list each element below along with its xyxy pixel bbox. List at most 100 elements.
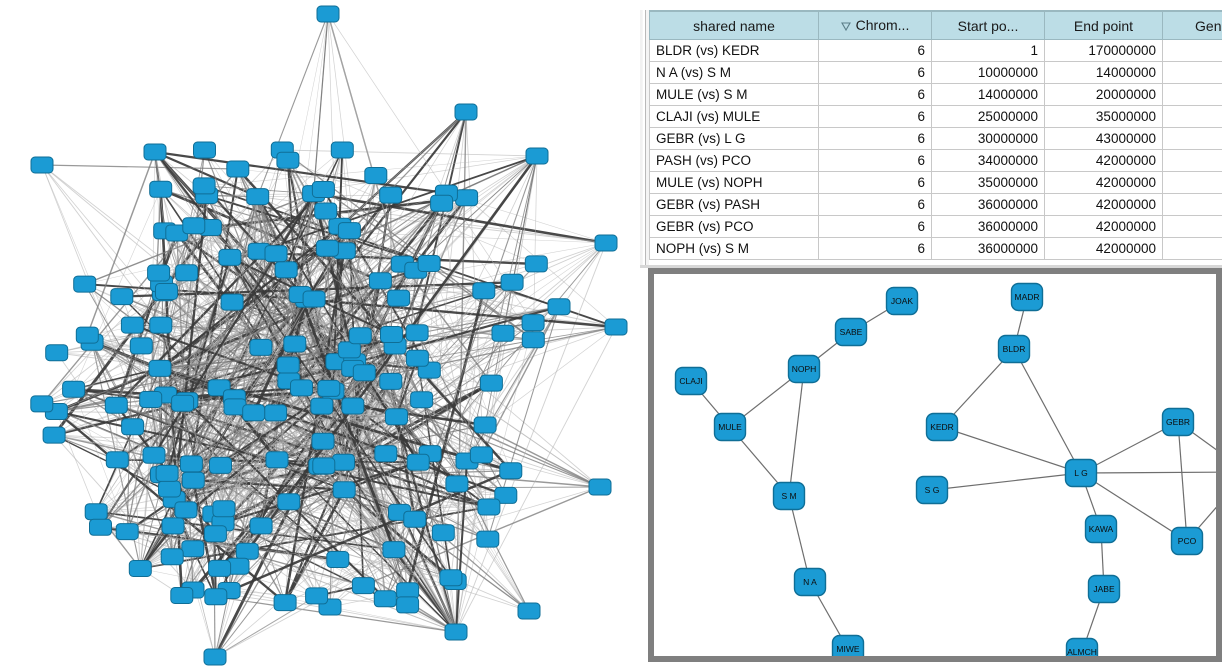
- overview-edge[interactable]: [343, 263, 537, 463]
- table-cell-genetic[interactable]: 192.0: [1162, 39, 1222, 62]
- overview-edge[interactable]: [159, 263, 537, 369]
- overview-node[interactable]: [311, 432, 335, 450]
- overview-edge[interactable]: [455, 242, 607, 633]
- column-header-chromosome[interactable]: Chrom...: [818, 10, 932, 40]
- overview-node[interactable]: [158, 480, 181, 498]
- table-cell-genetic[interactable]: 10.5: [1162, 171, 1222, 194]
- overview-edge[interactable]: [154, 151, 259, 198]
- overview-node[interactable]: [403, 510, 427, 528]
- table-cell-genetic[interactable]: 8.9: [1162, 193, 1222, 216]
- overview-node[interactable]: [387, 289, 411, 307]
- overview-edge[interactable]: [166, 197, 467, 474]
- overview-edge[interactable]: [319, 465, 506, 496]
- overview-edge[interactable]: [343, 250, 457, 633]
- table-cell-start_point[interactable]: 14000000: [931, 83, 1045, 106]
- overview-node[interactable]: [406, 453, 430, 471]
- detail-node-madr[interactable]: MADR: [1010, 282, 1044, 312]
- overview-node[interactable]: [283, 335, 307, 353]
- table-cell-genetic[interactable]: 5.9: [1162, 105, 1222, 128]
- overview-edge[interactable]: [100, 394, 166, 528]
- overview-edge[interactable]: [206, 194, 430, 265]
- overview-edge[interactable]: [300, 387, 324, 442]
- overview-node[interactable]: [30, 395, 54, 413]
- table-cell-end_point[interactable]: 42000000: [1044, 237, 1163, 260]
- overview-network-canvas[interactable]: [0, 0, 640, 669]
- overview-node[interactable]: [155, 283, 178, 300]
- overview-node[interactable]: [337, 222, 361, 240]
- table-cell-end_point[interactable]: 14000000: [1044, 61, 1163, 84]
- overview-edge[interactable]: [41, 193, 314, 405]
- overview-node[interactable]: [455, 189, 479, 207]
- overview-node[interactable]: [547, 298, 571, 316]
- detail-node-sg[interactable]: S G: [915, 475, 949, 505]
- overview-node[interactable]: [315, 239, 339, 257]
- overview-node[interactable]: [517, 602, 541, 620]
- overview-edge[interactable]: [466, 155, 538, 462]
- overview-edge[interactable]: [261, 525, 394, 551]
- overview-edge[interactable]: [286, 298, 308, 366]
- overview-node[interactable]: [379, 186, 403, 204]
- overview-edge[interactable]: [73, 389, 128, 532]
- overview-edge[interactable]: [484, 326, 617, 426]
- overview-edge[interactable]: [343, 339, 534, 463]
- overview-node[interactable]: [128, 560, 152, 577]
- overview-edge[interactable]: [428, 263, 489, 540]
- overview-node[interactable]: [226, 160, 250, 178]
- overview-node[interactable]: [525, 147, 549, 165]
- overview-node[interactable]: [594, 234, 618, 252]
- overview-node[interactable]: [235, 542, 259, 560]
- table-cell-shared_name[interactable]: N A (vs) S M: [649, 61, 819, 84]
- overview-node[interactable]: [192, 177, 216, 195]
- detail-edge[interactable]: [931, 472, 1082, 491]
- table-cell-chromosome[interactable]: 6: [818, 39, 932, 62]
- overview-edge[interactable]: [169, 397, 235, 490]
- table-cell-genetic[interactable]: 8.4: [1162, 215, 1222, 238]
- table-row[interactable]: GEBR (vs) PASH636000000420000008.9: [649, 193, 1222, 216]
- overview-node[interactable]: [314, 202, 338, 220]
- overview-edge[interactable]: [282, 149, 538, 157]
- detail-node-lg[interactable]: L G: [1064, 458, 1098, 488]
- table-cell-genetic[interactable]: 7.5: [1162, 83, 1222, 106]
- table-cell-genetic[interactable]: 11.4: [1162, 149, 1222, 172]
- overview-node[interactable]: [264, 404, 288, 422]
- overview-edge[interactable]: [258, 155, 538, 253]
- detail-edge[interactable]: [1080, 472, 1188, 542]
- overview-node[interactable]: [249, 338, 273, 356]
- detail-node-kedr[interactable]: KEDR: [925, 412, 959, 442]
- overview-node[interactable]: [149, 180, 173, 198]
- table-cell-end_point[interactable]: 20000000: [1044, 83, 1163, 106]
- overview-node[interactable]: [193, 141, 216, 159]
- overview-node[interactable]: [374, 445, 398, 463]
- overview-node[interactable]: [179, 455, 203, 473]
- table-cell-shared_name[interactable]: CLAJI (vs) MULE: [649, 105, 819, 128]
- overview-edge[interactable]: [229, 590, 457, 633]
- overview-node[interactable]: [182, 217, 206, 235]
- overview-node[interactable]: [385, 408, 408, 426]
- overview-node[interactable]: [171, 394, 195, 412]
- table-cell-chromosome[interactable]: 6: [818, 83, 932, 106]
- overview-edge[interactable]: [139, 291, 167, 569]
- overview-edge[interactable]: [406, 290, 486, 592]
- overview-node[interactable]: [317, 379, 341, 397]
- overview-edge[interactable]: [306, 298, 392, 382]
- overview-node[interactable]: [396, 596, 420, 614]
- overview-edge[interactable]: [169, 149, 283, 490]
- overview-node[interactable]: [332, 453, 355, 471]
- table-cell-chromosome[interactable]: 6: [818, 193, 932, 216]
- overview-edge[interactable]: [100, 526, 394, 551]
- table-row[interactable]: GEBR (vs) L G6300000004300000016.9: [649, 127, 1222, 150]
- overview-edge[interactable]: [360, 280, 381, 336]
- overview-node[interactable]: [218, 248, 242, 266]
- overview-edge[interactable]: [191, 416, 397, 465]
- overview-node[interactable]: [104, 396, 128, 414]
- overview-node[interactable]: [89, 518, 112, 536]
- overview-edge[interactable]: [132, 196, 258, 326]
- table-cell-shared_name[interactable]: PASH (vs) PCO: [649, 149, 819, 172]
- detail-edge[interactable]: [1080, 421, 1179, 474]
- overview-node[interactable]: [42, 426, 66, 444]
- overview-edge[interactable]: [166, 192, 447, 292]
- overview-node[interactable]: [115, 523, 139, 541]
- overview-node[interactable]: [105, 451, 129, 469]
- detail-node-sm[interactable]: S M: [772, 481, 806, 511]
- overview-edge[interactable]: [182, 402, 344, 463]
